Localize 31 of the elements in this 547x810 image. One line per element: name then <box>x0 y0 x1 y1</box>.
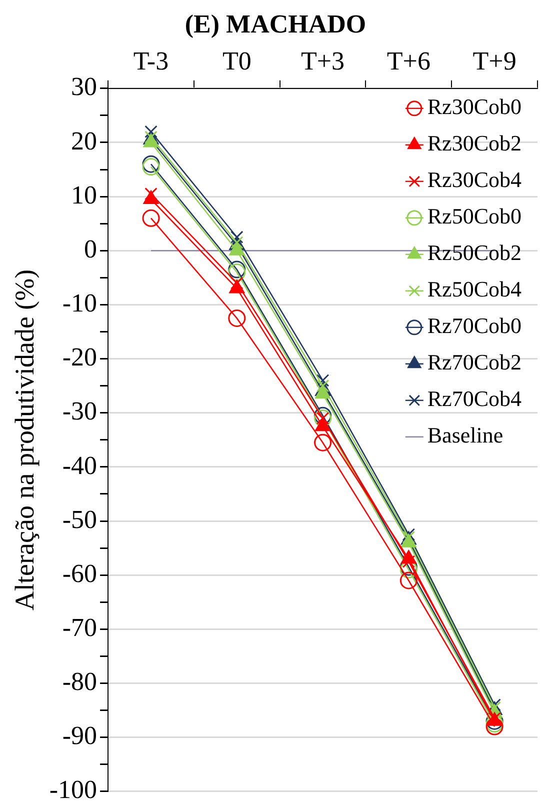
legend-label: Rz70Cob4 <box>427 386 522 412</box>
y-tick-label: -40 <box>62 450 98 480</box>
y-tick-label: -80 <box>62 667 98 696</box>
y-tick-label: 0 <box>84 234 98 264</box>
y-tick-label: -90 <box>62 721 98 750</box>
x-tick-label: T0 <box>222 46 252 76</box>
y-axis-title: Alteração na produtividade (%) <box>9 269 40 610</box>
x-tick-label: T+3 <box>301 46 345 76</box>
y-tick-label: -100 <box>49 775 98 804</box>
y-tick-label: -30 <box>62 396 98 426</box>
x-tick-label: T+6 <box>386 46 430 76</box>
chart-title: (E) MACHADO <box>184 9 366 38</box>
legend-label: Rz50Cob2 <box>427 240 522 266</box>
y-tick-label: -50 <box>62 504 98 534</box>
legend-label: Rz30Cob2 <box>427 130 522 156</box>
y-tick-label: -10 <box>62 288 98 318</box>
y-tick-label: 20 <box>71 126 98 156</box>
legend-label: Rz30Cob4 <box>427 167 522 192</box>
y-tick-label: 30 <box>71 72 98 102</box>
y-tick-label: -20 <box>62 342 98 372</box>
x-tick-label: T+9 <box>472 46 516 76</box>
y-tick-label: -70 <box>62 612 98 642</box>
legend-label: Rz30Cob0 <box>427 94 522 120</box>
y-tick-label: -60 <box>62 558 98 588</box>
legend-label: Rz70Cob2 <box>427 350 522 375</box>
legend-label: Rz70Cob0 <box>427 313 522 338</box>
y-tick-label: 10 <box>71 180 98 210</box>
legend-label: Rz50Cob0 <box>427 204 522 229</box>
legend-label: Baseline <box>427 422 504 448</box>
x-tick-label: T-3 <box>133 46 169 76</box>
legend-label: Rz50Cob4 <box>427 276 522 302</box>
